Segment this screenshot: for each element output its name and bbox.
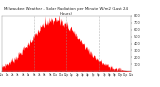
- Title: Milwaukee Weather - Solar Radiation per Minute W/m2 (Last 24 Hours): Milwaukee Weather - Solar Radiation per …: [4, 7, 128, 16]
